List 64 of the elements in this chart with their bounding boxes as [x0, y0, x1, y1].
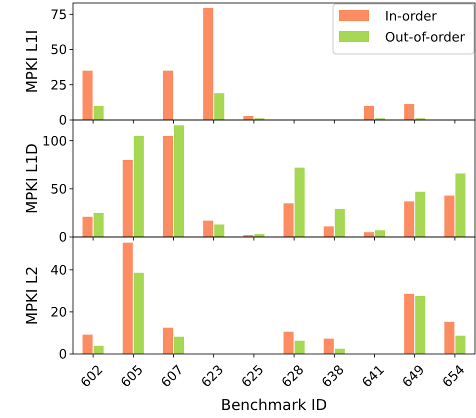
y-axis-title: MPKI L2 — [23, 266, 41, 325]
bar — [134, 136, 144, 237]
bar — [94, 106, 104, 120]
bar — [334, 348, 345, 354]
legend-label: In-order — [385, 10, 438, 25]
y-tick-label: 75 — [50, 8, 67, 23]
y-axis-title: MPKI L1D — [23, 143, 41, 214]
bar — [174, 125, 184, 237]
bar — [455, 336, 466, 354]
bar — [455, 173, 466, 237]
bar — [404, 201, 414, 237]
y-tick-label: 0 — [58, 114, 67, 129]
y-tick-label: 100 — [42, 134, 67, 150]
x-tick-label: 649 — [400, 362, 428, 391]
bar — [294, 168, 305, 237]
bar — [122, 242, 133, 354]
bar — [324, 338, 334, 354]
y-tick-label: 40 — [50, 263, 67, 278]
y-axis-title: MPKI L1I — [23, 30, 41, 94]
y-tick-label: 25 — [50, 78, 67, 94]
x-tick-label: 607 — [158, 362, 187, 391]
bar — [82, 216, 93, 237]
bar — [214, 93, 224, 120]
bar — [334, 209, 345, 237]
x-axis-title: Benchmark ID — [220, 396, 328, 414]
x-tick-label: 641 — [360, 362, 388, 391]
x-tick-label: 605 — [118, 362, 147, 391]
bar — [94, 212, 104, 237]
x-tick-label: 625 — [239, 362, 268, 391]
bar — [444, 196, 454, 237]
y-tick-label: 0 — [58, 348, 67, 363]
bar — [203, 220, 214, 237]
bar — [94, 346, 104, 354]
bar — [82, 70, 93, 120]
bar — [444, 322, 454, 354]
bar — [284, 203, 294, 237]
x-tick-label: 654 — [440, 362, 468, 391]
bar — [174, 336, 184, 354]
bar — [415, 192, 426, 237]
y-tick-label: 50 — [50, 43, 67, 58]
bar — [415, 296, 426, 354]
bar — [404, 294, 414, 354]
bar — [162, 136, 173, 237]
bar — [294, 340, 305, 354]
legend-label: Out-of-order — [385, 30, 466, 46]
x-tick-label: 602 — [78, 362, 106, 391]
bar — [122, 160, 133, 237]
y-tick-label: 20 — [50, 305, 67, 320]
bar — [364, 106, 374, 120]
bar — [364, 232, 374, 237]
y-tick-label: 0 — [58, 230, 67, 246]
x-tick-label: 638 — [319, 362, 348, 391]
bar — [162, 328, 173, 354]
bar — [404, 104, 414, 120]
bar — [324, 226, 334, 237]
bar — [134, 272, 144, 354]
y-tick-label: 50 — [50, 182, 67, 198]
bar — [162, 70, 173, 120]
x-tick-label: 628 — [279, 362, 308, 391]
bar — [203, 8, 214, 120]
x-tick-label: 623 — [198, 362, 227, 391]
bar — [82, 334, 93, 354]
bar — [214, 224, 224, 237]
bar — [284, 332, 294, 354]
